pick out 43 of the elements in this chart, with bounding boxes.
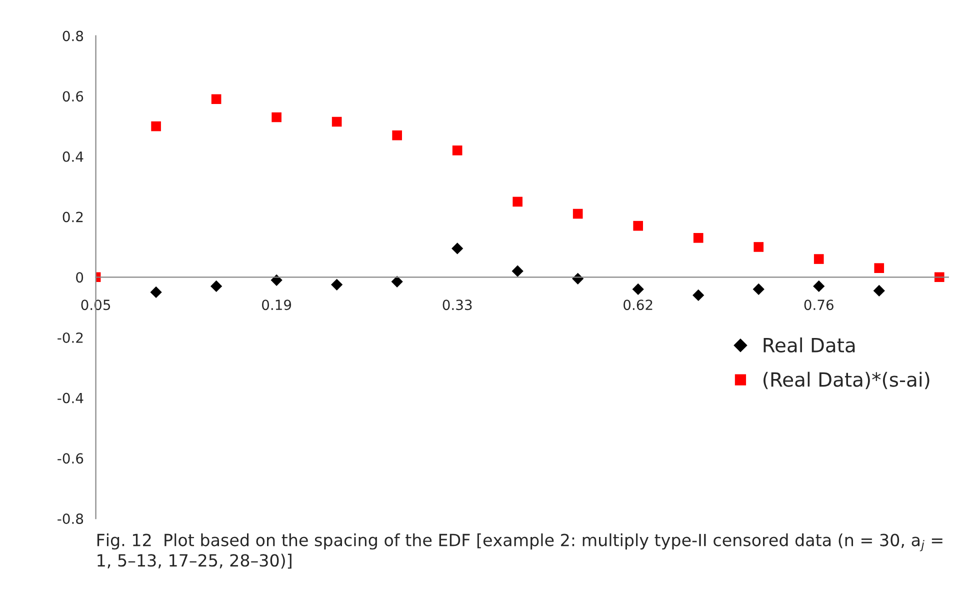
y-tick-label: -0.4 <box>58 392 84 404</box>
point <box>512 265 524 277</box>
point <box>813 280 825 292</box>
point <box>873 284 885 297</box>
point <box>211 94 222 104</box>
point <box>754 242 764 252</box>
point <box>692 289 704 302</box>
point <box>452 146 462 156</box>
point <box>391 276 403 288</box>
point <box>633 220 644 231</box>
y-tick-label: 0.8 <box>62 30 84 42</box>
point <box>332 116 342 127</box>
point <box>693 233 704 243</box>
point <box>814 254 824 264</box>
x-tick-label: 0.62 <box>624 300 652 310</box>
point <box>752 283 764 296</box>
y-tick-label: 0 <box>76 272 84 283</box>
point <box>934 272 944 282</box>
y-tick-label: -0.2 <box>58 332 83 343</box>
point <box>874 263 884 273</box>
point <box>331 278 343 290</box>
x-tick-label: 0.33 <box>442 300 472 310</box>
y-tick-label: 0.6 <box>62 91 84 102</box>
legend-label: (Real Data)*(s-ai) <box>764 372 930 390</box>
y-tick-label: -0.8 <box>58 513 84 524</box>
text: Fig. 12 Plot based on the spacing of the EDF [example 2: multiply type-II censored data (n = 30, a$_{j}$ = 1, 5–13, 17–25, 28–30)] <box>97 533 942 569</box>
point <box>150 286 162 298</box>
point <box>632 283 644 296</box>
point <box>452 242 464 254</box>
point <box>210 280 222 292</box>
point <box>572 272 584 284</box>
y-tick-label: 0.2 <box>62 212 83 222</box>
point <box>272 112 282 122</box>
legend-label: Real Data <box>764 337 855 352</box>
point <box>151 121 161 132</box>
point <box>572 208 583 219</box>
y-tick-label: -0.6 <box>58 453 84 464</box>
x-tick-label: 0.19 <box>262 300 292 310</box>
x-tick-label: 0.76 <box>804 300 834 310</box>
point <box>270 274 282 286</box>
point <box>392 130 402 140</box>
y-tick-label: 0.4 <box>62 151 84 162</box>
point <box>512 196 522 207</box>
